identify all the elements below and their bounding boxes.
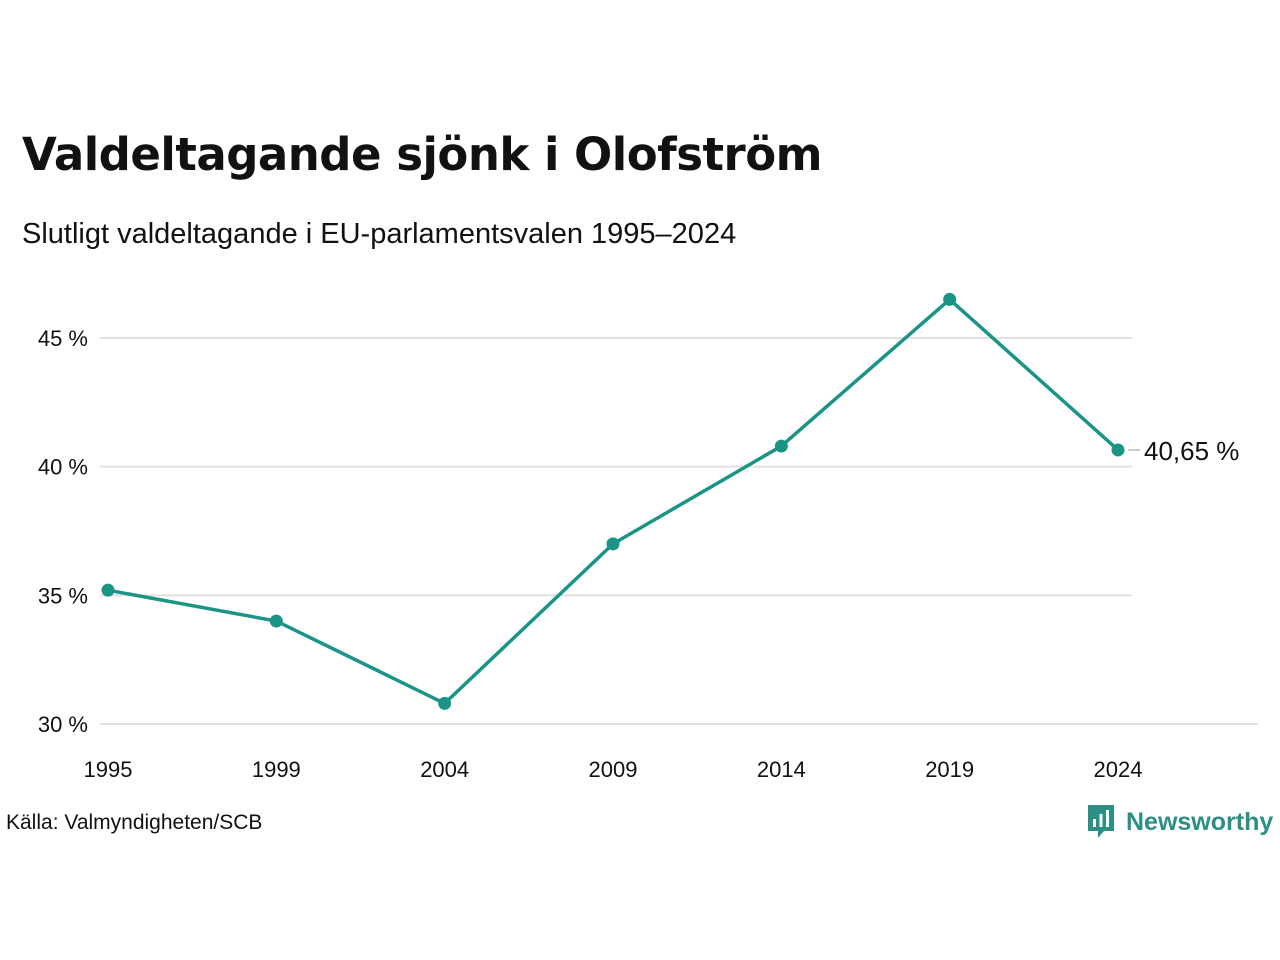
data-point	[606, 537, 620, 551]
data-points	[101, 292, 1125, 710]
x-tick-label: 2004	[420, 757, 469, 782]
source-note: Källa: Valmyndigheten/SCB	[6, 811, 263, 834]
x-tick-label: 2019	[925, 757, 974, 782]
brand-logo: Newsworthy	[1086, 802, 1273, 842]
series-line	[106, 297, 1120, 706]
chart-subtitle: Slutligt valdeltagande i EU-parlamentsva…	[22, 218, 737, 250]
gridlines	[100, 337, 1258, 725]
data-point	[774, 439, 788, 453]
y-tick-label: 45 %	[38, 326, 88, 351]
data-point	[438, 696, 452, 710]
data-point	[943, 292, 957, 306]
y-tick-label: 30 %	[38, 712, 88, 737]
x-tick-label: 1999	[252, 757, 301, 782]
x-tick-label: 2014	[757, 757, 806, 782]
bar-chart-speech-bubble-icon	[1088, 805, 1114, 838]
data-point	[101, 583, 115, 597]
end-value-label: 40,65 %	[1144, 436, 1239, 466]
y-tick-label: 40 %	[38, 455, 88, 480]
data-point	[269, 614, 283, 628]
y-tick-label: 35 %	[38, 583, 88, 608]
x-axis-tick-labels: 1995 1999 2004 2009 2014 2019 2024	[84, 757, 1143, 782]
y-axis-tick-labels: 30 % 35 % 40 % 45 %	[38, 326, 88, 737]
x-tick-label: 2009	[589, 757, 638, 782]
end-label-group: 40,65 %	[1128, 436, 1239, 466]
brand-name: Newsworthy	[1126, 807, 1274, 836]
chart-title: Valdeltagande sjönk i Olofström	[22, 128, 823, 181]
series-line-group	[106, 297, 1120, 706]
x-tick-label: 2024	[1094, 757, 1143, 782]
data-point	[1111, 443, 1125, 457]
x-tick-label: 1995	[84, 757, 133, 782]
